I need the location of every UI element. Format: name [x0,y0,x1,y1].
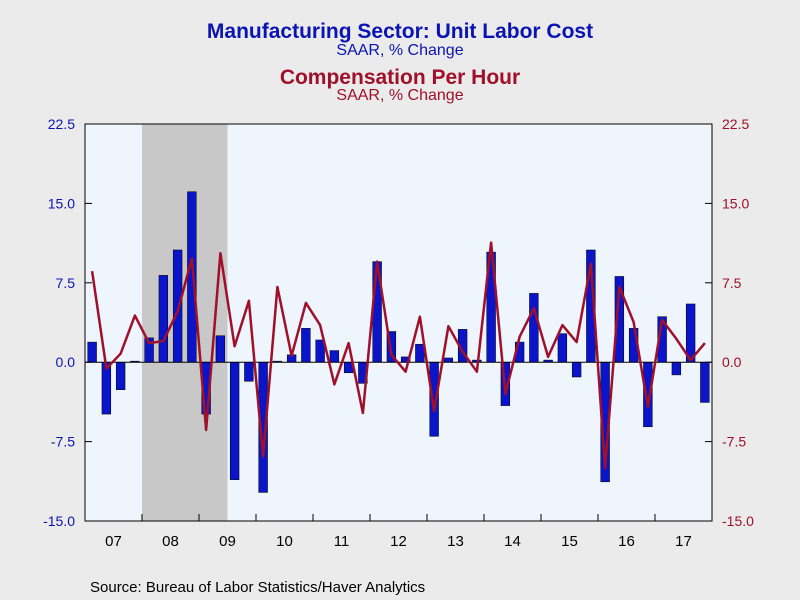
bar-ulc-2012Q4 [415,343,425,363]
x-tick-label: 14 [504,533,521,550]
bar-ulc-2007Q3 [115,361,126,390]
y-tick-label-right: 0.0 [722,354,742,370]
x-tick-label: 07 [105,533,122,550]
bar-ulc-2007Q1 [87,341,97,363]
x-tick-label: 13 [447,533,464,550]
x-tick-label: 10 [276,533,293,550]
bar-ulc-2008Q4 [187,191,197,363]
source-note: Source: Bureau of Labor Statistics/Haver… [90,579,426,596]
x-tick-label: 12 [390,533,407,550]
bar-ulc-2009Q2 [215,335,226,363]
y-tick-label-right: -15.0 [722,513,754,529]
bar-ulc-2008Q3 [172,249,183,363]
y-tick-label-left: 7.5 [56,275,76,291]
y-tick-label-left: -7.5 [51,434,75,450]
y-tick-label-right: 22.5 [722,116,749,132]
line-compensation-per-hour [90,241,706,470]
bar-ulc-2017Q4 [700,361,710,403]
x-tick-label: 08 [162,533,179,550]
bar-ulc-2014Q4 [529,293,539,363]
x-tick-label: 15 [561,533,578,550]
x-tick-label: 16 [618,533,635,550]
chart-subtitle: SAAR, % Change [336,42,464,59]
x-tick-label: 17 [675,533,692,550]
bar-ulc-2009Q3 [229,361,240,480]
y-tick-label-right: 7.5 [722,275,742,291]
bar-ulc-2009Q4 [244,361,254,382]
y-tick-label-left: 0.0 [56,354,76,370]
bar-ulc-2013Q2 [443,357,454,363]
chart-title: Manufacturing Sector: Unit Labor Cost [206,20,594,43]
y-tick-label-left: 15.0 [48,195,75,211]
x-tick-label: 09 [219,533,236,550]
bar-ulc-2017Q2 [671,361,682,376]
chart-title-2: Compensation Per Hour [279,66,521,89]
y-tick-label-right: 15.0 [722,195,749,211]
recession-shading [142,124,228,521]
bar-ulc-2010Q4 [301,328,311,363]
y-tick-label-left: 22.5 [48,116,75,132]
x-tick-label: 11 [334,533,350,550]
plot-border [84,123,713,522]
bar-ulc-2015Q2 [557,333,568,363]
y-tick-label-right: -7.5 [722,434,746,450]
bar-ulc-2007Q2 [101,361,112,415]
y-tick-label-left: -15.0 [43,513,75,529]
chart-subtitle-2: SAAR, % Change [336,87,464,104]
bar-ulc-2011Q2 [329,350,340,363]
bar-ulc-2008Q2 [158,275,169,363]
bar-ulc-2015Q3 [571,361,582,378]
